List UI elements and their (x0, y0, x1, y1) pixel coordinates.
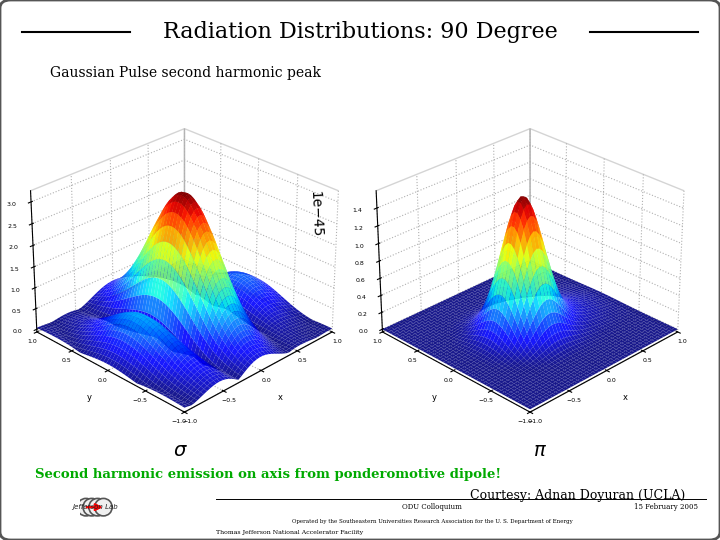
Text: ODU Colloquium: ODU Colloquium (402, 503, 462, 511)
Text: Thomas Jefferson National Accelerator Facility: Thomas Jefferson National Accelerator Fa… (216, 530, 363, 535)
Text: Gaussian Pulse second harmonic peak: Gaussian Pulse second harmonic peak (50, 66, 320, 80)
Circle shape (83, 498, 101, 516)
Text: Second harmonic emission on axis from ponderomotive dipole!: Second harmonic emission on axis from po… (35, 469, 501, 482)
Text: $\pi$: $\pi$ (533, 442, 547, 460)
Text: Courtesy: Adnan Doyuran (UCLA): Courtesy: Adnan Doyuran (UCLA) (469, 489, 685, 502)
Text: Radiation Distributions: 90 Degree: Radiation Distributions: 90 Degree (163, 21, 557, 43)
Text: Operated by the Southeastern Universities Research Association for the U. S. Dep: Operated by the Southeastern Universitie… (292, 519, 572, 524)
Circle shape (77, 498, 95, 516)
X-axis label: x: x (623, 393, 628, 402)
Circle shape (95, 498, 112, 516)
Text: Jefferson Lab: Jefferson Lab (72, 504, 117, 510)
Text: $\sigma$: $\sigma$ (173, 442, 187, 460)
Y-axis label: y: y (86, 393, 91, 402)
X-axis label: x: x (277, 393, 282, 402)
Circle shape (89, 498, 107, 516)
Y-axis label: y: y (432, 393, 437, 402)
Text: 15 February 2005: 15 February 2005 (634, 503, 698, 511)
